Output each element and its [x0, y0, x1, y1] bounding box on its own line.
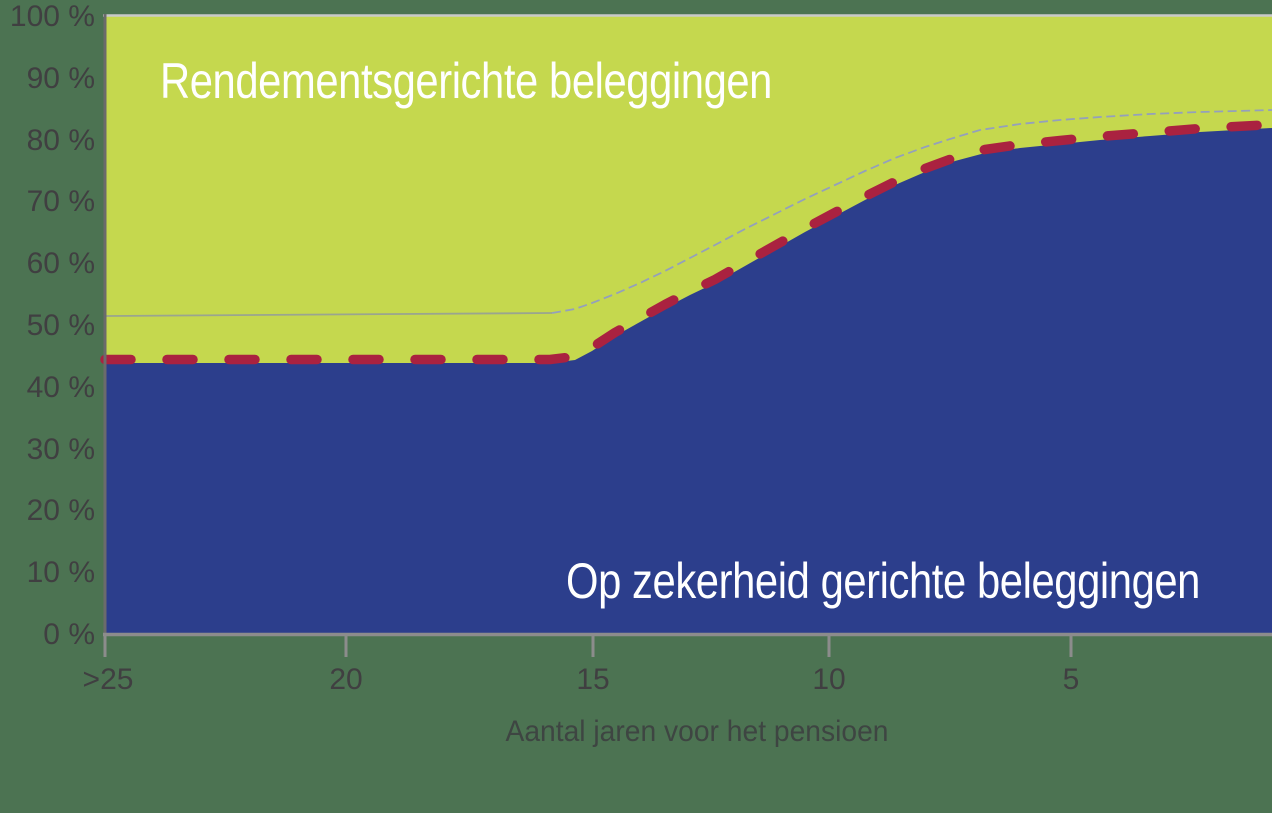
secure-area-label: Op zekerheid gerichte beleggingen [566, 553, 1200, 609]
x-tick-label: 10 [812, 663, 845, 696]
y-tick-label: 30 % [27, 433, 95, 466]
secure-area [105, 128, 1272, 633]
x-axis-ticks [103, 634, 1073, 657]
y-tick-label: 0 % [43, 618, 95, 651]
x-tick-label: >25 [83, 663, 134, 696]
x-axis-title: Aantal jaren voor het pensioen [506, 715, 889, 748]
thin-reference-line-dashed [551, 109, 1272, 314]
red-dashed-line [100, 119, 1272, 365]
y-tick-label: 10 % [27, 556, 95, 589]
x-tick-label: 5 [1063, 663, 1080, 696]
x-tick-label: 20 [329, 663, 362, 696]
y-tick-label: 70 % [27, 185, 95, 218]
x-tick-label: 15 [576, 663, 609, 696]
thin-reference-line-solid [104, 312, 553, 317]
y-axis-labels: 100 % 90 % 80 % 70 % 60 % 50 % 40 % 30 %… [10, 0, 95, 651]
x-axis-labels: >25 20 15 10 5 [83, 663, 1080, 696]
y-tick-label: 60 % [27, 247, 95, 280]
y-tick-label: 50 % [27, 309, 95, 342]
y-tick-label: 90 % [27, 62, 95, 95]
y-tick-label: 40 % [27, 371, 95, 404]
y-tick-label: 80 % [27, 124, 95, 157]
return-area-label: Rendementsgerichte beleggingen [160, 53, 772, 109]
y-tick-label: 20 % [27, 494, 95, 527]
y-tick-label: 100 % [10, 0, 95, 33]
